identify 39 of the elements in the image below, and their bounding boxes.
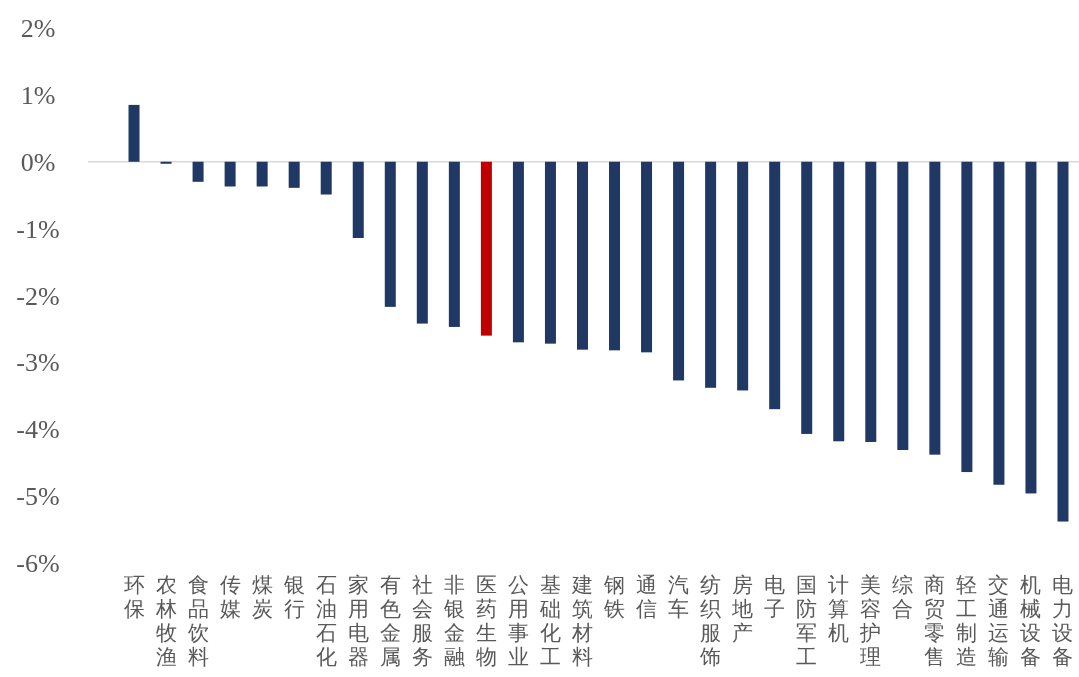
x-tick-label: 石油石化 (315, 573, 337, 669)
x-tick-label: 电子 (764, 573, 786, 621)
x-tick-label: 商贸零售 (924, 573, 946, 669)
y-tick-label: 1% (20, 80, 56, 110)
x-tick-label: 社会服务 (411, 573, 433, 669)
x-tick-label: 汽车 (668, 573, 690, 621)
x-tick-label: 钢铁 (603, 573, 626, 621)
x-tick-label: 食品饮料 (186, 573, 209, 669)
x-tick-label: 环保 (123, 573, 145, 621)
x-tick-label: 公用事业 (507, 573, 529, 669)
x-tick-label: 有色金属 (379, 573, 401, 669)
x-tick-label: 家用电器 (347, 573, 369, 669)
x-tick-label: 国防军工 (796, 573, 818, 669)
y-tick-label: 2% (20, 14, 56, 43)
y-tick-label: -3% (16, 348, 60, 378)
y-tick-label: -5% (16, 482, 60, 512)
x-tick-label: 电力设备 (1052, 573, 1074, 669)
x-tick-label: 房地产 (731, 573, 754, 645)
x-tick-label: 煤炭 (251, 573, 273, 621)
y-tick-label: -1% (16, 214, 60, 244)
x-tick-label: 综合 (892, 573, 914, 621)
x-tick-label: 非银金融 (442, 573, 465, 669)
x-tick-label: 建筑材料 (570, 573, 593, 669)
x-tick-label: 交通运输 (988, 573, 1010, 669)
x-tick-label: 银行 (282, 573, 305, 621)
y-tick-label: 0% (20, 147, 56, 177)
x-tick-label: 医药生物 (475, 573, 497, 669)
y-tick-label: -4% (16, 415, 60, 445)
x-tick-label: 纺织服饰 (699, 573, 722, 669)
x-tick-label: 传媒 (219, 573, 241, 621)
y-tick-label: -2% (16, 281, 60, 311)
x-tick-label: 计算机 (828, 573, 850, 645)
y-tick-label: -6% (16, 549, 60, 578)
x-tick-label: 基础化工 (538, 573, 561, 669)
x-tick-label: 美容护理 (859, 573, 882, 669)
x-tick-label: 机械设备 (1020, 573, 1042, 669)
x-tick-label: 农林牧渔 (154, 573, 177, 669)
x-tick-label: 轻工制造 (956, 573, 978, 669)
x-tick-label: 通信 (636, 573, 658, 621)
